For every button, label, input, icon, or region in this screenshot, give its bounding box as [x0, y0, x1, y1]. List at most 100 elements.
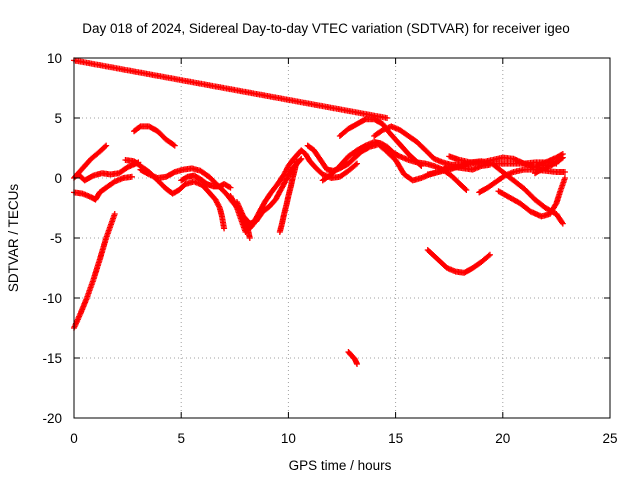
data-point-marker — [346, 155, 357, 166]
data-point-marker — [254, 209, 265, 223]
data-point-marker — [518, 201, 533, 214]
data-point-marker — [561, 175, 568, 181]
data-point-marker — [103, 142, 110, 149]
data-point-marker — [355, 116, 368, 127]
data-point-marker — [486, 179, 499, 190]
data-point-marker — [307, 159, 319, 171]
data-point-marker — [97, 185, 109, 195]
data-point-marker — [213, 198, 223, 210]
data-point-marker — [305, 143, 317, 153]
data-point-marker — [406, 152, 417, 162]
data-point-marker — [418, 163, 425, 169]
data-point-marker — [471, 259, 484, 271]
data-point-marker — [522, 186, 537, 202]
data-point-marker — [314, 166, 325, 177]
data-point-marker — [458, 182, 469, 192]
data-point-marker — [243, 224, 254, 234]
data-point-marker — [281, 164, 291, 176]
x-tick-label: 25 — [602, 431, 617, 446]
data-point-marker — [275, 172, 287, 186]
data-point-marker — [200, 183, 212, 195]
data-point-marker — [384, 115, 391, 121]
data-point-marker — [246, 235, 253, 241]
data-point-marker — [82, 173, 96, 183]
data-point-marker — [222, 181, 233, 190]
data-point-marker — [219, 214, 227, 230]
y-tick-label: -5 — [50, 231, 62, 246]
data-point-marker — [267, 197, 278, 209]
data-point-marker — [479, 252, 492, 264]
data-point-marker — [177, 182, 188, 192]
data-point-marker — [128, 173, 135, 180]
data-point-marker — [97, 236, 109, 262]
data-point-marker — [413, 158, 424, 168]
y-tick-label: -20 — [42, 411, 62, 426]
data-point-marker — [554, 155, 565, 165]
data-point-marker — [372, 127, 385, 139]
data-point-marker — [318, 158, 330, 172]
data-point-marker — [260, 204, 271, 214]
data-point-marker — [279, 173, 291, 190]
data-point-marker — [494, 173, 507, 184]
data-point-marker — [561, 169, 568, 175]
data-point-marker — [352, 149, 364, 160]
data-point-marker — [104, 179, 117, 190]
data-point-marker — [164, 137, 177, 148]
data-point-marker — [423, 148, 437, 161]
data-point-marker — [490, 161, 505, 175]
data-point-marker — [170, 187, 181, 196]
data-point-marker — [372, 116, 385, 127]
y-tick-label: -10 — [42, 291, 62, 306]
data-point-marker — [354, 160, 361, 167]
y-tick-label: -15 — [42, 351, 62, 366]
data-point-marker — [103, 212, 118, 240]
data-point-marker — [378, 140, 389, 150]
data-point-marker — [147, 124, 160, 134]
data-point-marker — [155, 178, 169, 191]
data-point-marker — [507, 195, 522, 206]
data-point-marker — [338, 126, 351, 138]
y-tick-labels: -20 -15 -10 -5 0 5 10 — [42, 51, 62, 426]
data-point-marker — [406, 133, 419, 145]
data-point-marker — [449, 173, 462, 186]
data-point-marker — [84, 278, 96, 300]
data-point-marker — [385, 144, 396, 155]
data-point-marker — [93, 190, 102, 202]
data-point-marker — [400, 144, 411, 156]
data-point-marker — [425, 248, 437, 258]
data-point-marker — [227, 184, 234, 191]
data-point-marker — [477, 185, 490, 195]
data-point-marker — [338, 168, 351, 179]
data-point-marker — [346, 121, 359, 132]
data-point-marker — [355, 143, 368, 153]
data-point-marker — [311, 148, 323, 162]
x-tick-label: 20 — [495, 431, 510, 446]
data-point-marker — [72, 57, 389, 121]
data-point-marker — [132, 159, 143, 169]
data-point-marker — [138, 167, 151, 177]
y-tick-label: 0 — [54, 171, 62, 186]
data-point-marker — [117, 165, 130, 176]
data-point-marker — [463, 187, 470, 193]
data-point-marker — [547, 201, 559, 216]
data-point-marker — [273, 185, 285, 202]
y-tick-label: 10 — [47, 51, 62, 66]
data-point-marker — [385, 149, 398, 162]
data-point-marker — [548, 160, 559, 169]
data-point-marker — [89, 149, 102, 161]
data-point-marker — [559, 220, 566, 227]
data-point-marker — [352, 357, 360, 366]
data-point-marker — [320, 172, 334, 183]
x-tick-label: 10 — [281, 431, 296, 446]
data-point-marker — [269, 182, 280, 195]
data-point-marker — [415, 140, 428, 153]
data-point-marker — [359, 144, 372, 154]
data-point-marker — [198, 177, 209, 187]
data-point-marker — [533, 197, 548, 211]
data-point-marker — [298, 155, 305, 162]
data-point-marker — [533, 166, 546, 176]
data-point-marker — [262, 190, 274, 204]
x-tick-label: 15 — [388, 431, 403, 446]
data-point-marker — [329, 164, 342, 177]
data-point-marker — [387, 130, 398, 142]
